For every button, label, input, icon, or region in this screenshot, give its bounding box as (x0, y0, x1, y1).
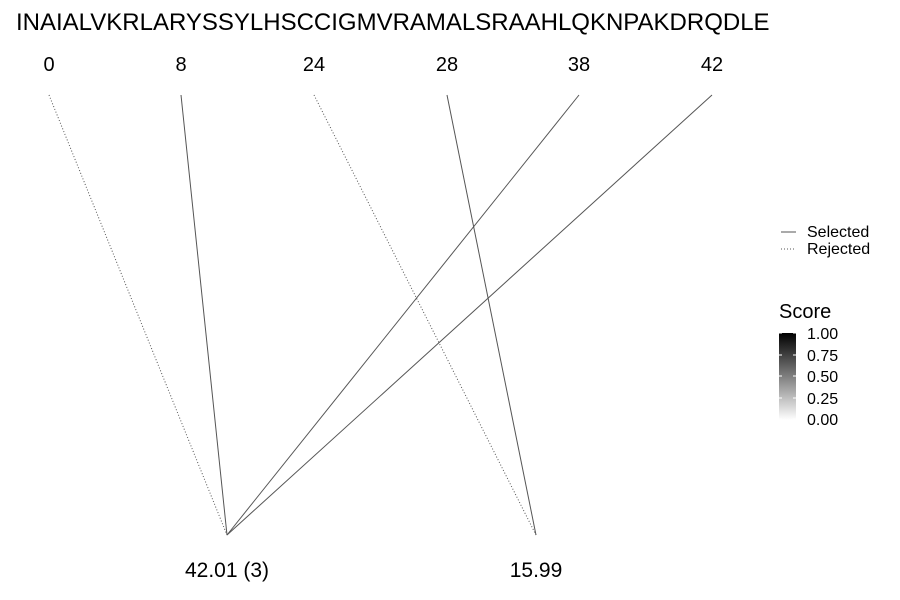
rejected-connection-line (313, 94, 537, 536)
score-tick-label: 1.00 (807, 326, 838, 343)
connection-lines (48, 94, 713, 536)
selected-connection-line (446, 94, 537, 536)
score-tick-label: 0.75 (807, 348, 838, 365)
score-legend-title: Score (779, 301, 831, 323)
score-colorbar (779, 333, 796, 420)
selected-connection-line (226, 94, 713, 536)
position-label: 28 (436, 54, 458, 76)
mass-shift-label: 15.99 (510, 559, 563, 582)
position-label: 0 (43, 54, 54, 76)
position-label: 38 (568, 54, 590, 76)
score-ticks (779, 332, 796, 420)
position-label: 24 (303, 54, 325, 76)
rejected-legend-label: Rejected (807, 241, 870, 258)
selected-connection-line (180, 94, 228, 536)
mass-shift-label: 42.01 (3) (185, 559, 269, 582)
score-tick-label: 0.50 (807, 369, 838, 386)
position-labels: 0 8 24 28 38 42 (43, 54, 723, 76)
selected-connection-line (226, 94, 580, 536)
score-tick-label: 0.25 (807, 391, 838, 408)
score-legend: Score 1.00 0.75 0.50 0.25 0.00 (779, 301, 838, 429)
position-label: 8 (175, 54, 186, 76)
peptide-sequence: INAIALVKRLARYSSYLHSCCIGMVRAMALSRAAHLQKNP… (16, 9, 770, 36)
mass-labels: 42.01 (3) 15.99 (185, 559, 562, 582)
score-tick-label: 0.00 (807, 412, 838, 429)
line-type-legend: Selected Rejected (781, 224, 870, 258)
selected-legend-label: Selected (807, 224, 869, 241)
position-label: 42 (701, 54, 723, 76)
rejected-connection-line (48, 94, 228, 536)
